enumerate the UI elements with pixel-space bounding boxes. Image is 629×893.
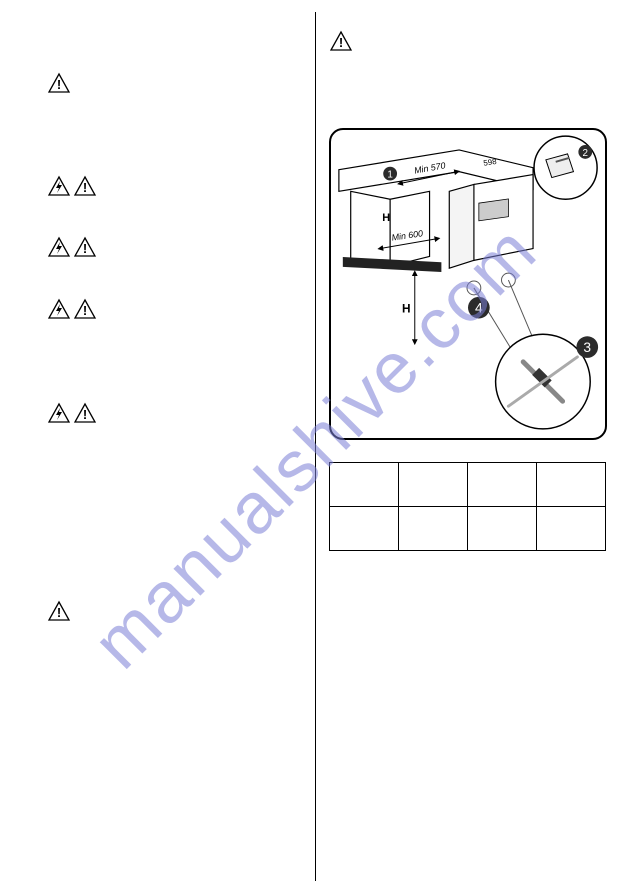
- shock-icon: [47, 175, 71, 197]
- svg-text:!: !: [83, 407, 87, 422]
- warning-icon: !: [73, 236, 97, 258]
- warning-icon: !: [73, 298, 97, 320]
- svg-text:!: !: [83, 303, 87, 318]
- badge-4-label: 4: [475, 301, 483, 316]
- svg-text:!: !: [57, 605, 61, 620]
- badge-2-label: 2: [582, 148, 587, 159]
- svg-text:!: !: [338, 35, 342, 50]
- label-h-upper: H: [382, 212, 390, 224]
- svg-text:!: !: [83, 241, 87, 256]
- badge-1-label: 1: [387, 170, 392, 181]
- label-h-lower: H: [401, 302, 410, 316]
- diagram-svg: 2 Min 570 598 Min 600 H: [331, 130, 605, 438]
- manual-page: manualshive.com ! ! ! ! !: [0, 0, 629, 893]
- warning-icon: !: [329, 30, 353, 52]
- table-row: [329, 463, 605, 507]
- warning-icon: !: [73, 402, 97, 424]
- svg-text:!: !: [57, 77, 61, 92]
- warning-icon: !: [47, 600, 71, 622]
- warning-icon: !: [73, 175, 97, 197]
- right-column: ! 2 Min 570: [315, 0, 629, 893]
- dimensions-table: [329, 462, 606, 551]
- installation-diagram: 2 Min 570 598 Min 600 H: [329, 128, 607, 440]
- badge-3-label: 3: [583, 340, 591, 355]
- table-row: [329, 507, 605, 551]
- warning-icon: !: [47, 72, 71, 94]
- shock-icon: [47, 402, 71, 424]
- shock-icon: [47, 236, 71, 258]
- svg-text:!: !: [83, 180, 87, 195]
- left-column: ! ! ! ! ! !: [0, 0, 315, 893]
- shock-icon: [47, 298, 71, 320]
- label-598: 598: [482, 157, 497, 168]
